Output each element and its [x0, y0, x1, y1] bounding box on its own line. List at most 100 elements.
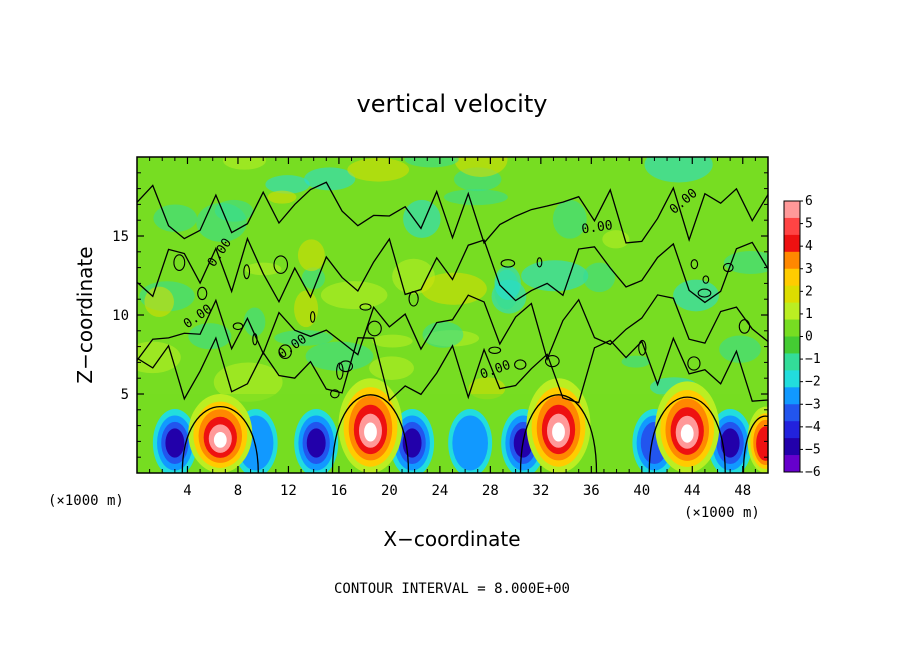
zero-contour [137, 181, 768, 245]
colorbar-swatch [784, 201, 800, 219]
downdraft-cell [306, 428, 326, 458]
field-patch [188, 323, 232, 350]
colorbar-tick-label: 0 [805, 330, 813, 345]
updraft-cell [213, 432, 227, 448]
field-patch [144, 286, 174, 318]
x-unit-right: (×1000 m) [684, 505, 760, 521]
small-contour [738, 319, 751, 334]
y-tick-label: 5 [121, 387, 129, 403]
x-unit-left: (×1000 m) [48, 493, 124, 509]
small-contour [309, 311, 316, 323]
field-patch [196, 202, 247, 242]
small-contour [243, 264, 251, 280]
small-contour [408, 290, 419, 307]
field-patch [583, 262, 616, 293]
colorbar-tick-label: 4 [805, 239, 813, 254]
field-patch [245, 262, 282, 276]
colorbar-swatch [784, 336, 800, 354]
colorbar-swatch [784, 404, 800, 422]
field-patch [265, 175, 310, 194]
zero-contour [137, 336, 768, 404]
small-contour [638, 339, 647, 356]
field-patch [719, 335, 761, 363]
y-axis-label: Z−coordinate [73, 246, 97, 383]
contour-lines [137, 181, 768, 473]
updraft-cell [364, 422, 377, 442]
field-patch [369, 356, 414, 380]
small-contour [273, 255, 289, 274]
field-patch [443, 189, 508, 206]
small-contour [697, 288, 712, 298]
small-contour [722, 262, 734, 273]
small-contour [232, 322, 244, 331]
downdraft-cell [165, 428, 185, 458]
x-axis-label: X−coordinate [383, 527, 520, 551]
small-contour [278, 344, 292, 360]
updraft-contour [181, 405, 259, 473]
x-axis: 4 8 12 16 20 24 28 32 36 40 44 48 [149, 157, 756, 499]
colorbar-swatch [784, 387, 800, 405]
updraft-contour [742, 415, 768, 473]
field-patch [243, 307, 266, 337]
small-contour [252, 333, 258, 346]
updraft-cell [552, 422, 565, 442]
small-contour [367, 320, 382, 337]
field-patch [347, 158, 410, 182]
field-patch [621, 355, 651, 368]
y-tick-label: 15 [112, 229, 129, 245]
field-patch [552, 199, 587, 239]
colorbar-tick-label: −4 [805, 420, 821, 435]
x-tick-label: 24 [431, 483, 448, 499]
small-contour [197, 286, 208, 301]
x-tick-label: 4 [183, 483, 191, 499]
small-contour [359, 303, 372, 311]
field-patch [420, 272, 487, 305]
colorbar-swatch [784, 421, 800, 439]
colorbar-tick-label: −2 [805, 375, 821, 390]
x-tick-label: 48 [734, 483, 751, 499]
field-patch [294, 290, 319, 328]
x-tick-label: 40 [633, 483, 650, 499]
colorbar: 6 5 4 3 2 1 0 −1 −2 −3 −4 −5 −6 [783, 194, 821, 480]
x-tick-label: 20 [381, 483, 398, 499]
small-contour [514, 359, 527, 370]
colorbar-tick-label: −5 [805, 442, 821, 457]
field-patch [422, 321, 464, 348]
colorbar-swatch [784, 319, 800, 337]
small-contour [173, 254, 186, 271]
field-patch [403, 199, 441, 238]
field-patch [304, 167, 356, 191]
colorbar-swatch [784, 285, 800, 304]
x-tick-label: 44 [684, 483, 701, 499]
colorbar-swatch [784, 302, 800, 321]
chart-title: vertical velocity [357, 90, 548, 118]
small-contour [500, 259, 516, 268]
small-contour [702, 275, 710, 284]
field-patch [494, 265, 521, 300]
small-contour [336, 362, 344, 380]
zero-contour [137, 236, 768, 304]
plot-area [137, 157, 768, 473]
updraft-cell [680, 424, 694, 443]
updraft-cell [756, 426, 768, 461]
field-patch [521, 260, 589, 292]
colorbar-swatch [784, 353, 800, 371]
downdraft-cell [720, 428, 740, 458]
colorbar-swatch [784, 234, 800, 253]
x-tick-label: 32 [532, 483, 549, 499]
field-patch [153, 204, 198, 232]
field-patch [468, 377, 506, 400]
field-patch [301, 267, 326, 290]
small-contour [544, 355, 560, 368]
colorbar-tick-label: 6 [805, 194, 813, 209]
updraft-contour [648, 396, 726, 473]
updraft-contour [331, 394, 410, 473]
x-tick-label: 8 [234, 483, 242, 499]
field-patch [644, 157, 713, 183]
field-patch [305, 341, 374, 371]
updraft-contour [519, 394, 598, 473]
y-axis: 5 10 15 [112, 172, 768, 458]
colorbar-tick-label: −3 [805, 397, 821, 412]
colorbar-tick-label: 2 [805, 284, 813, 299]
